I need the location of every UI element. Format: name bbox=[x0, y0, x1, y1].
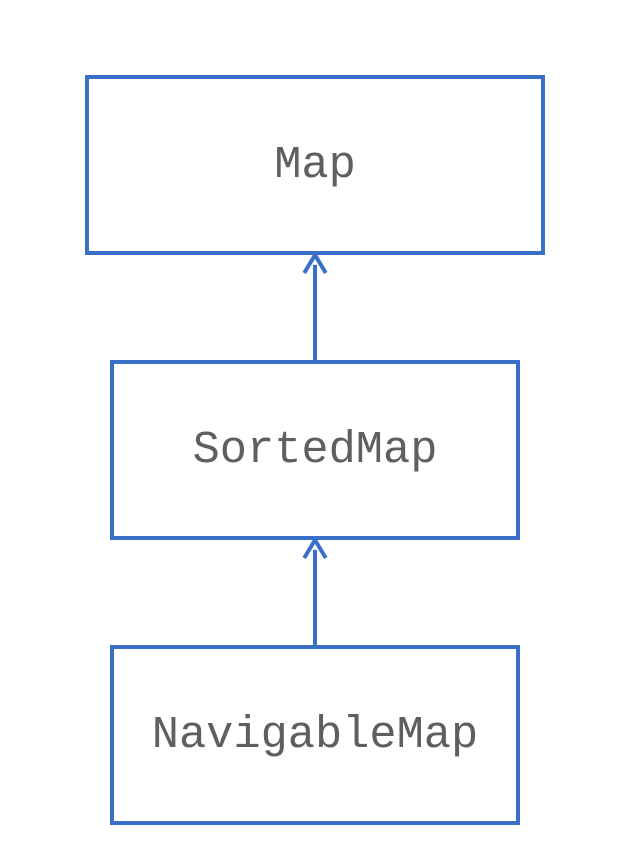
arrow-navigablemap-to-sortedmap bbox=[275, 535, 355, 650]
node-sortedmap: SortedMap bbox=[110, 360, 520, 540]
arrow-sortedmap-to-map bbox=[275, 250, 355, 365]
node-navigablemap: NavigableMap bbox=[110, 645, 520, 825]
node-map-label: Map bbox=[274, 139, 356, 191]
node-navigablemap-label: NavigableMap bbox=[152, 709, 478, 761]
diagram-canvas: Map SortedMap NavigableMap bbox=[0, 0, 630, 863]
node-map: Map bbox=[85, 75, 545, 255]
node-sortedmap-label: SortedMap bbox=[193, 424, 438, 476]
